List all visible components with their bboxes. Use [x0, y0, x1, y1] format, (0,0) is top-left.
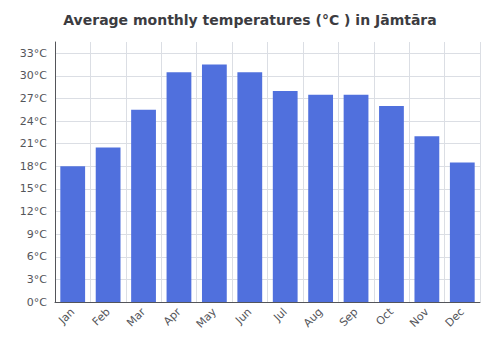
svg-text:24°C: 24°C — [20, 115, 47, 128]
svg-text:30°C: 30°C — [20, 69, 47, 82]
svg-text:3°C: 3°C — [27, 273, 47, 286]
svg-text:15°C: 15°C — [20, 182, 47, 195]
svg-text:6°C: 6°C — [27, 250, 47, 263]
svg-text:33°C: 33°C — [20, 47, 47, 60]
svg-text:12°C: 12°C — [20, 205, 47, 218]
svg-text:Feb: Feb — [90, 305, 113, 328]
svg-text:Apr: Apr — [161, 305, 184, 328]
svg-text:27°C: 27°C — [20, 92, 47, 105]
svg-text:Oct: Oct — [373, 305, 396, 328]
svg-text:Dec: Dec — [443, 305, 467, 329]
svg-text:Average monthly temperatures (: Average monthly temperatures (°C ) in Jā… — [63, 12, 436, 28]
svg-text:Jul: Jul — [271, 305, 290, 324]
svg-text:21°C: 21°C — [20, 137, 47, 150]
svg-text:Jan: Jan — [55, 305, 77, 327]
svg-text:9°C: 9°C — [27, 228, 47, 241]
svg-text:Jun: Jun — [232, 305, 254, 327]
svg-text:0°C: 0°C — [27, 296, 47, 309]
svg-text:18°C: 18°C — [20, 160, 47, 173]
svg-text:Nov: Nov — [407, 305, 432, 330]
svg-text:Sep: Sep — [337, 305, 361, 329]
svg-text:Mar: Mar — [124, 305, 148, 329]
svg-text:May: May — [194, 305, 220, 331]
svg-text:Aug: Aug — [301, 305, 325, 329]
